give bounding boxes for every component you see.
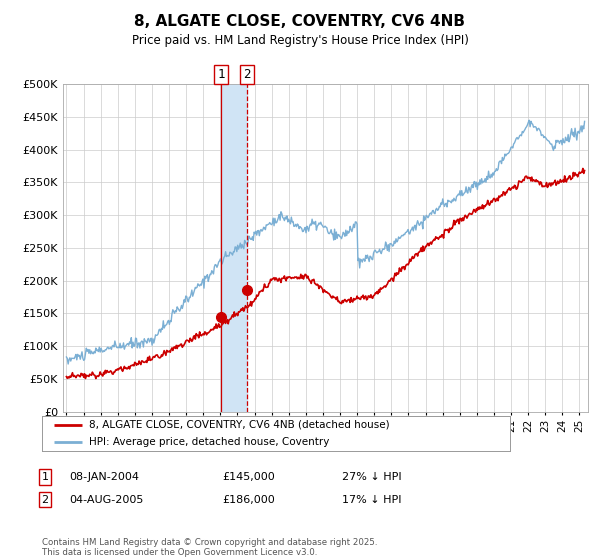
Text: 08-JAN-2004: 08-JAN-2004 [69,472,139,482]
Text: £145,000: £145,000 [222,472,275,482]
Text: 1: 1 [217,68,224,81]
Text: HPI: Average price, detached house, Coventry: HPI: Average price, detached house, Cove… [89,437,329,447]
Text: 8, ALGATE CLOSE, COVENTRY, CV6 4NB: 8, ALGATE CLOSE, COVENTRY, CV6 4NB [134,14,466,29]
Text: Price paid vs. HM Land Registry's House Price Index (HPI): Price paid vs. HM Land Registry's House … [131,34,469,46]
Text: 2: 2 [41,494,49,505]
Text: 04-AUG-2005: 04-AUG-2005 [69,494,143,505]
Text: 1: 1 [41,472,49,482]
Text: 8, ALGATE CLOSE, COVENTRY, CV6 4NB (detached house): 8, ALGATE CLOSE, COVENTRY, CV6 4NB (deta… [89,420,389,430]
Text: £186,000: £186,000 [222,494,275,505]
Bar [221,84,247,412]
Text: 17% ↓ HPI: 17% ↓ HPI [342,494,401,505]
Text: 2: 2 [244,68,251,81]
Text: 27% ↓ HPI: 27% ↓ HPI [342,472,401,482]
Text: Contains HM Land Registry data © Crown copyright and database right 2025.
This d: Contains HM Land Registry data © Crown c… [42,538,377,557]
